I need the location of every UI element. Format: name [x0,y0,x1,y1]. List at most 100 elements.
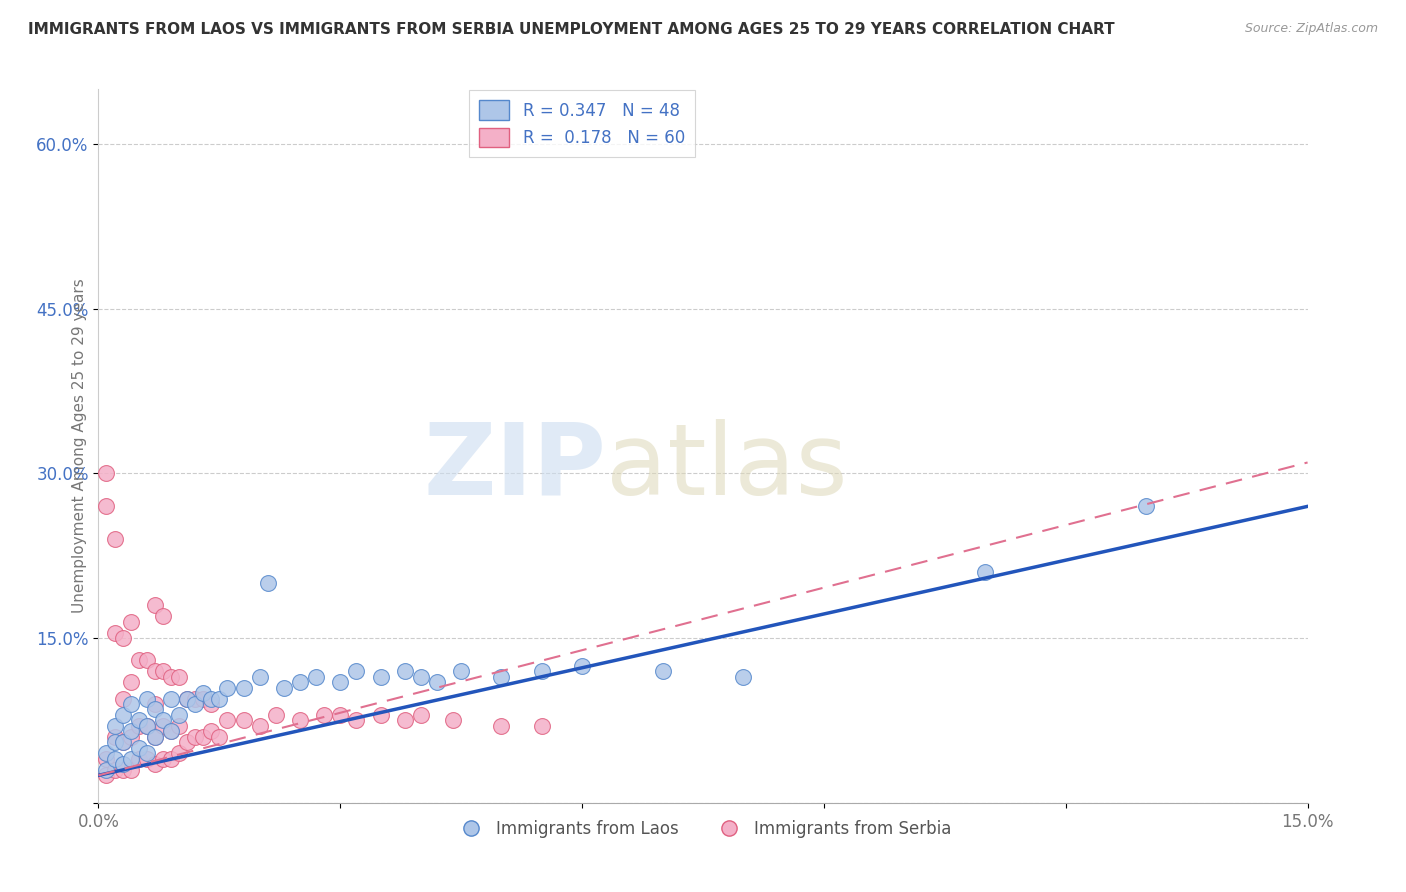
Point [491,669,513,683]
Point [200,697,222,711]
Point [111,763,134,777]
Point [120,730,142,744]
Point [135,752,157,766]
Point [256,576,278,591]
Text: IMMIGRANTS FROM LAOS VS IMMIGRANTS FROM SERBIA UNEMPLOYMENT AMONG AGES 25 TO 29 : IMMIGRANTS FROM LAOS VS IMMIGRANTS FROM … [28,22,1115,37]
Point [193,730,215,744]
Point [96,467,118,481]
Point [232,714,254,728]
Point [135,719,157,733]
Point [160,669,183,683]
Point [128,714,150,728]
Point [491,719,513,733]
Point [208,691,231,706]
Point [314,708,336,723]
Point [143,702,166,716]
Point [184,697,207,711]
Point [152,664,174,678]
Point [96,763,118,777]
Point [103,730,125,744]
Point [1135,500,1157,514]
Point [128,653,150,667]
Point [193,691,215,706]
Point [264,708,287,723]
Point [143,664,166,678]
Point [111,735,134,749]
Point [200,691,222,706]
Point [176,735,198,749]
Point [288,675,311,690]
Point [152,714,174,728]
Point [394,714,416,728]
Point [167,719,190,733]
Point [152,752,174,766]
Point [103,763,125,777]
Point [974,566,997,580]
Point [200,724,222,739]
Point [441,714,464,728]
Point [103,719,125,733]
Point [273,681,295,695]
Point [450,664,472,678]
Point [208,730,231,744]
Point [426,675,449,690]
Point [167,708,190,723]
Point [120,615,142,629]
Point [120,752,142,766]
Point [103,752,125,766]
Point [120,697,142,711]
Point [128,752,150,766]
Point [217,681,239,695]
Point [128,719,150,733]
Point [152,609,174,624]
Point [217,714,239,728]
Point [305,669,328,683]
Point [232,681,254,695]
Point [409,669,432,683]
Point [120,724,142,739]
Point [103,533,125,547]
Point [96,747,118,761]
Point [135,719,157,733]
Point [160,691,183,706]
Point [249,719,271,733]
Point [143,757,166,772]
Point [120,763,142,777]
Point [160,752,183,766]
Point [733,669,755,683]
Point [111,631,134,645]
Point [111,691,134,706]
Point [344,664,367,678]
Point [120,675,142,690]
Point [111,708,134,723]
Point [370,708,392,723]
Point [96,500,118,514]
Point [135,691,157,706]
Point [143,598,166,612]
Point [329,675,352,690]
Point [128,740,150,755]
Point [176,691,198,706]
Point [288,714,311,728]
Point [143,697,166,711]
Point [96,752,118,766]
Point [184,691,207,706]
Point [96,768,118,782]
Point [111,757,134,772]
Point [167,669,190,683]
Point [530,664,553,678]
Point [370,669,392,683]
Point [249,669,271,683]
Point [409,708,432,723]
Point [143,730,166,744]
Point [193,686,215,700]
Point [184,730,207,744]
Point [176,691,198,706]
Text: ZIP: ZIP [423,419,606,516]
Point [103,625,125,640]
Point [571,658,593,673]
Point [651,664,673,678]
Y-axis label: Unemployment Among Ages 25 to 29 years: Unemployment Among Ages 25 to 29 years [72,278,87,614]
Point [143,730,166,744]
Text: atlas: atlas [606,419,848,516]
